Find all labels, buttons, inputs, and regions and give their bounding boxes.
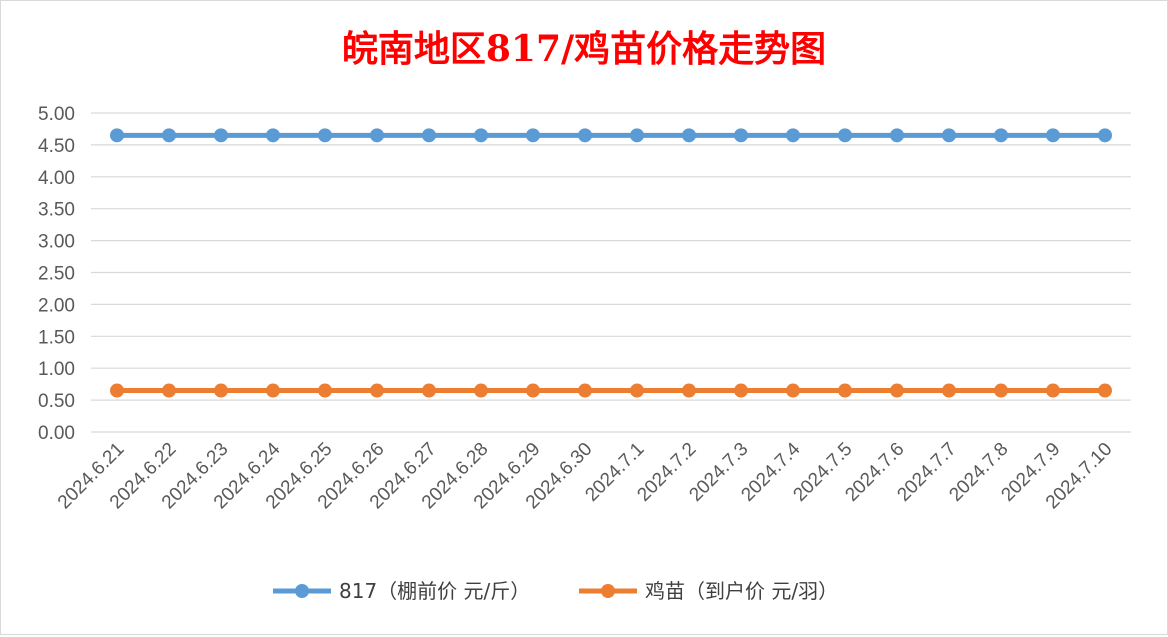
legend-label: 鸡苗（到户价 元/羽）	[645, 579, 838, 603]
data-point	[630, 128, 644, 143]
data-point	[838, 128, 852, 143]
data-point	[1098, 128, 1112, 143]
data-point	[994, 128, 1008, 143]
data-point	[890, 128, 904, 143]
data-point	[890, 383, 904, 398]
data-point	[630, 383, 644, 398]
data-point	[474, 128, 488, 143]
series-1	[110, 128, 1112, 143]
data-point	[786, 383, 800, 398]
y-tick-label: 4.50	[38, 136, 75, 157]
series-layer	[110, 128, 1112, 398]
data-point	[786, 128, 800, 143]
data-point	[942, 383, 956, 398]
data-point	[474, 383, 488, 398]
data-point	[734, 383, 748, 398]
y-tick-label: 3.00	[38, 232, 75, 253]
data-point	[370, 128, 384, 143]
y-tick-label: 3.50	[38, 200, 75, 221]
legend-item: 817（棚前价 元/斤）	[273, 579, 530, 603]
data-point	[682, 383, 696, 398]
legend: 817（棚前价 元/斤） 鸡苗（到户价 元/羽）	[273, 579, 838, 603]
legend-marker	[601, 584, 615, 598]
data-point	[682, 128, 696, 143]
data-point	[1046, 383, 1060, 398]
data-point	[734, 128, 748, 143]
gridlines	[91, 112, 1131, 433]
data-point	[110, 128, 124, 143]
y-tick-label: 1.00	[38, 359, 75, 380]
chart-title: 皖南地区817/鸡苗价格走势图	[342, 28, 826, 70]
data-point	[162, 383, 176, 398]
data-point	[162, 128, 176, 143]
y-tick-label: 1.50	[38, 327, 75, 348]
series-2	[110, 383, 1112, 398]
y-tick-label: 0.00	[38, 423, 75, 444]
data-point	[942, 128, 956, 143]
data-point	[370, 383, 384, 398]
data-point	[526, 383, 540, 398]
y-axis-ticks: 0.00 0.50 1.00 1.50 2.00 2.50 3.00 3.50 4.00 4.50…	[38, 104, 75, 444]
data-point	[1046, 128, 1060, 143]
data-point	[318, 383, 332, 398]
data-point	[214, 383, 228, 398]
legend-label: 817（棚前价 元/斤）	[339, 579, 530, 603]
y-tick-label: 2.00	[38, 295, 75, 316]
data-point	[266, 383, 280, 398]
y-tick-label: 2.50	[38, 264, 75, 285]
legend-item: 鸡苗（到户价 元/羽）	[579, 579, 838, 603]
data-point	[994, 383, 1008, 398]
y-tick-label: 4.00	[38, 168, 75, 189]
data-point	[526, 128, 540, 143]
data-point	[578, 383, 592, 398]
data-point	[422, 383, 436, 398]
data-point	[110, 383, 124, 398]
data-point	[838, 383, 852, 398]
data-point	[318, 128, 332, 143]
y-tick-label: 0.50	[38, 391, 75, 412]
x-axis-ticks: 2024.6.212024.6.222024.6.232024.6.242024…	[54, 438, 1117, 513]
data-point	[578, 128, 592, 143]
data-point	[266, 128, 280, 143]
data-point	[214, 128, 228, 143]
legend-marker	[295, 584, 309, 598]
data-point	[422, 128, 436, 143]
y-tick-label: 5.00	[38, 104, 75, 125]
data-point	[1098, 383, 1112, 398]
